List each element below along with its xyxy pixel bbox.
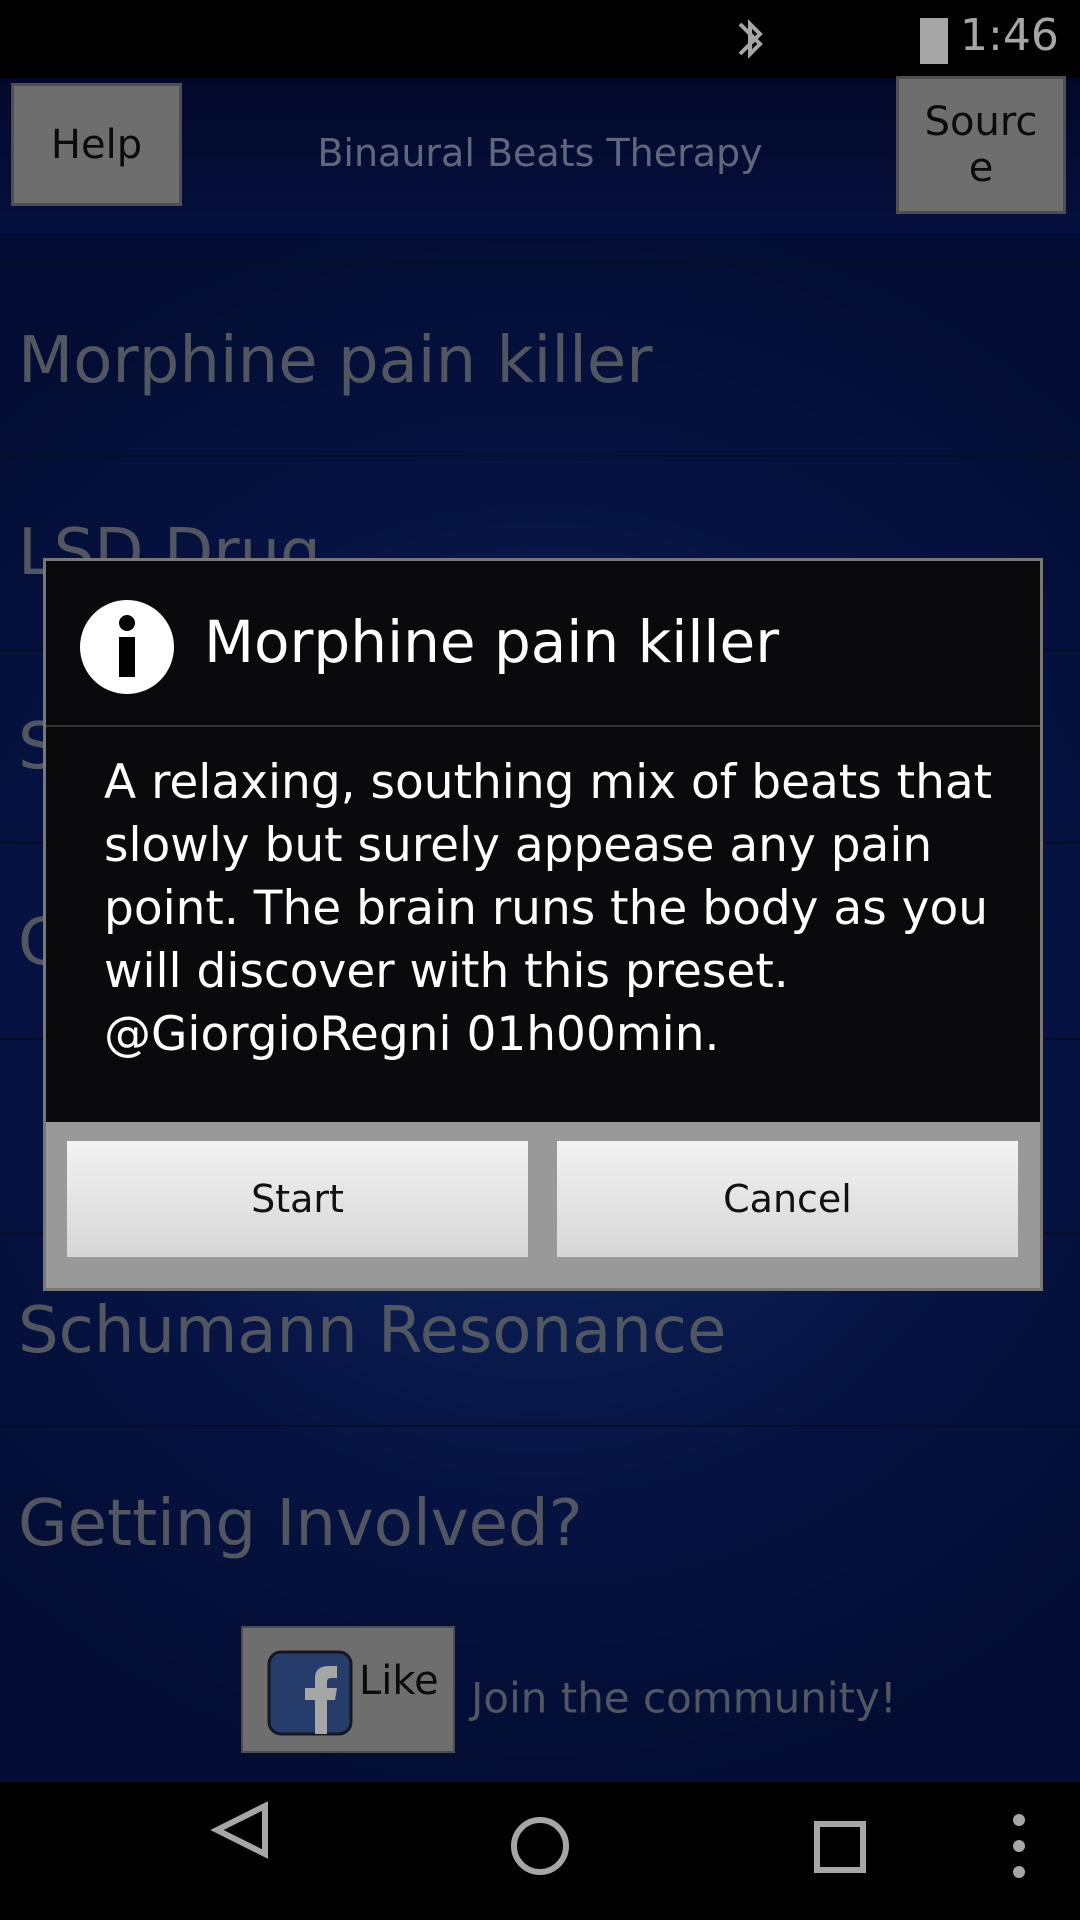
app-title: Binaural Beats Therapy — [317, 131, 763, 175]
community-text: Join the community! — [471, 1673, 897, 1723]
battery — [920, 18, 948, 64]
back[interactable] — [210, 1801, 268, 1859]
dialog-title: Morphine pain killer — [204, 608, 780, 676]
source-button[interactable]: Source — [896, 76, 1066, 214]
start-button[interactable]: Start — [65, 1139, 530, 1259]
home[interactable] — [511, 1817, 569, 1875]
list-item[interactable]: Morphine pain killer — [18, 324, 653, 398]
info-icon — [80, 600, 174, 694]
status-icons — [738, 19, 763, 59]
recents[interactable] — [814, 1821, 866, 1873]
list-item[interactable]: Schumann Resonance — [18, 1294, 727, 1368]
nav-icons — [210, 1801, 1025, 1878]
status-bar: 1:46 — [0, 0, 1080, 78]
facebook-icon — [267, 1650, 353, 1736]
dialog-body: A relaxing, southing mix of beats that s… — [104, 755, 993, 1062]
separator — [0, 1425, 1080, 1427]
help-button[interactable]: Help — [11, 83, 182, 206]
separator — [0, 262, 1080, 264]
divider — [46, 725, 1040, 727]
nav-bar — [0, 1782, 1080, 1920]
like-label: Like — [359, 1658, 439, 1704]
separator — [0, 455, 1080, 457]
menu[interactable] — [1013, 1814, 1025, 1878]
cancel-button[interactable]: Cancel — [555, 1139, 1020, 1259]
like-button[interactable]: Like — [241, 1626, 455, 1753]
list-item[interactable]: Getting Involved? — [18, 1487, 583, 1561]
clock: 1:46 — [960, 10, 1059, 61]
